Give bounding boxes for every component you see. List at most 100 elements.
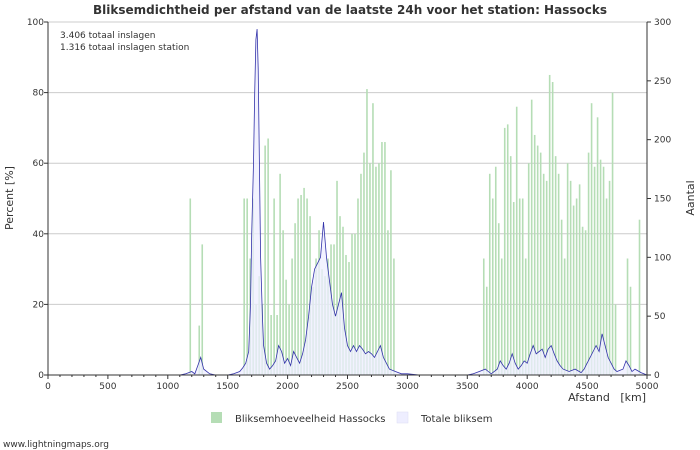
y-left-tick-label-40: 40	[33, 230, 45, 240]
bar-2700km	[372, 103, 374, 375]
bar-1950km	[282, 230, 284, 375]
bar-2100km	[300, 194, 302, 375]
y-right-tick-label-250: 250	[654, 77, 671, 87]
bar-2550km	[354, 233, 356, 375]
bar-3850km	[509, 156, 512, 375]
bar-4425km	[578, 184, 581, 375]
legend-label-hassocks: Bliksemhoeveelheid Hassocks	[235, 414, 385, 425]
x-tick-label-1000: 1000	[156, 382, 179, 392]
bar-3725km	[494, 166, 497, 375]
y-left-tick-label-100: 100	[27, 18, 44, 28]
bar-3625km	[482, 258, 485, 375]
bar-4300km	[563, 258, 566, 375]
bar-2075km	[297, 198, 299, 375]
annotation-station-strokes: 1.316 totaal inslagen station	[60, 43, 189, 53]
x-tick-label-4000: 4000	[516, 382, 539, 392]
bar-3775km	[500, 258, 503, 375]
bar-4850km	[629, 286, 632, 375]
bar-2650km	[366, 89, 368, 375]
chart-axes	[47, 22, 648, 376]
footer-source: www.lightningmaps.org	[3, 440, 109, 450]
bar-4225km	[554, 156, 557, 375]
bar-1975km	[285, 279, 287, 375]
bar-1900km	[276, 314, 278, 375]
bar-3675km	[488, 173, 491, 375]
bar-1800km	[264, 145, 266, 375]
bar-3925km	[518, 198, 521, 375]
bar-2575km	[357, 198, 359, 375]
chart-line-total	[48, 29, 648, 376]
bar-2425km	[339, 216, 341, 375]
y-right-tick-label-50: 50	[654, 312, 666, 322]
total-strokes-line	[48, 29, 648, 376]
bar-1825km	[267, 138, 269, 375]
bar-2150km	[306, 198, 308, 375]
bar-2825km	[387, 230, 389, 375]
bar-4650km	[605, 198, 608, 375]
bar-2625km	[363, 152, 365, 375]
legend-label-total: Totale bliksem	[420, 414, 492, 425]
y-right-tick-label-200: 200	[654, 136, 671, 146]
bar-2725km	[375, 166, 377, 375]
bar-4350km	[569, 180, 572, 375]
bar-4475km	[584, 230, 587, 375]
bar-2600km	[360, 173, 362, 375]
bar-2475km	[345, 254, 347, 375]
bar-4500km	[587, 152, 590, 375]
x-tick-label-3500: 3500	[456, 382, 479, 392]
bar-1650km	[246, 198, 248, 375]
y-right-tick-label-0: 0	[654, 371, 660, 381]
bar-2850km	[390, 170, 392, 375]
bar-4525km	[590, 103, 593, 375]
bar-3750km	[497, 223, 500, 375]
bar-4250km	[557, 173, 560, 375]
bar-2125km	[303, 187, 305, 375]
bar-4550km	[593, 166, 596, 375]
x-tick-label-2500: 2500	[336, 382, 359, 392]
y-left-tick-label-0: 0	[38, 371, 44, 381]
bar-2450km	[342, 226, 344, 375]
bar-2400km	[336, 180, 338, 375]
y-axis-right-label: Aantal	[684, 180, 697, 215]
bar-4075km	[536, 145, 539, 375]
bar-1625km	[243, 198, 245, 375]
bar-1250km	[198, 325, 201, 375]
bar-4450km	[581, 226, 584, 375]
bar-4025km	[530, 99, 533, 375]
annotation-total-strokes: 3.406 totaal inslagen	[60, 31, 155, 41]
bar-1925km	[279, 173, 281, 375]
total-strokes-area	[48, 29, 647, 375]
bar-1275km	[201, 244, 204, 375]
bar-1175km	[189, 198, 192, 375]
bar-4375km	[572, 205, 575, 375]
bar-4700km	[611, 92, 614, 375]
x-tick-label-4500: 4500	[576, 382, 599, 392]
bar-4200km	[551, 82, 554, 375]
chart-title: Bliksemdichtheid per afstand van de laat…	[93, 3, 607, 17]
chart-legend: Bliksemhoeveelheid Hassocks Totale bliks…	[211, 411, 492, 425]
y-axis-left-label: Percent [%]	[3, 166, 16, 230]
legend-swatch-total	[396, 411, 409, 424]
bar-2875km	[393, 258, 395, 375]
bar-2000km	[288, 304, 290, 375]
x-tick-label-1500: 1500	[216, 382, 239, 392]
bar-2025km	[291, 258, 293, 375]
bar-2525km	[351, 233, 353, 375]
y-left-tick-label-80: 80	[33, 89, 45, 99]
x-tick-label-0: 0	[45, 382, 51, 392]
legend-swatch-hassocks	[211, 412, 222, 423]
bar-4275km	[560, 219, 563, 375]
bar-4600km	[599, 159, 602, 375]
bar-2750km	[378, 163, 380, 375]
bar-3700km	[491, 198, 494, 375]
bar-4825km	[626, 258, 629, 375]
y-left-tick-label-20: 20	[33, 300, 45, 310]
bar-4675km	[608, 180, 611, 375]
y-right-tick-label-150: 150	[654, 195, 671, 205]
chart-ticks: 0 500 1000 1500 2000 2500 3000 3500 4000 4500 5000…	[27, 18, 672, 392]
bar-4125km	[542, 173, 545, 375]
y-left-tick-label-60: 60	[33, 159, 45, 169]
chart-bars-hassocks	[189, 74, 641, 376]
bar-4000km	[527, 163, 530, 375]
bar-4925km	[638, 219, 641, 375]
